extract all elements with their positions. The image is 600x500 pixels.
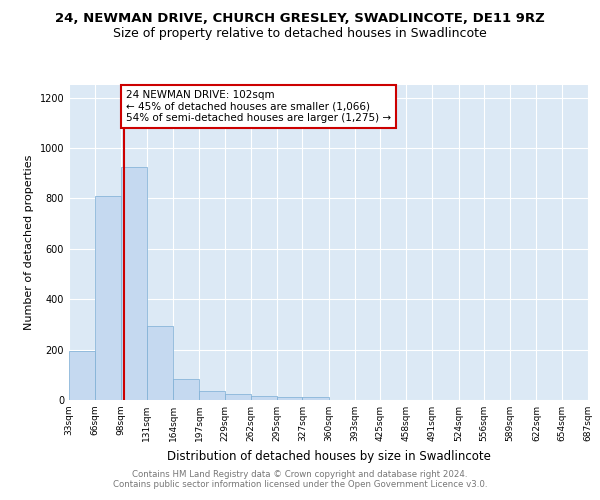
Bar	[95, 196, 121, 400]
Bar	[224, 394, 251, 400]
Text: Contains HM Land Registry data © Crown copyright and database right 2024.
Contai: Contains HM Land Registry data © Crown c…	[113, 470, 487, 489]
Bar	[147, 326, 173, 400]
Bar	[277, 397, 302, 400]
Bar	[251, 396, 277, 400]
Bar	[173, 380, 199, 400]
X-axis label: Distribution of detached houses by size in Swadlincote: Distribution of detached houses by size …	[167, 450, 490, 462]
Bar	[199, 390, 224, 400]
Bar	[69, 351, 95, 400]
Text: Size of property relative to detached houses in Swadlincote: Size of property relative to detached ho…	[113, 28, 487, 40]
Text: 24 NEWMAN DRIVE: 102sqm
← 45% of detached houses are smaller (1,066)
54% of semi: 24 NEWMAN DRIVE: 102sqm ← 45% of detache…	[126, 90, 391, 123]
Text: 24, NEWMAN DRIVE, CHURCH GRESLEY, SWADLINCOTE, DE11 9RZ: 24, NEWMAN DRIVE, CHURCH GRESLEY, SWADLI…	[55, 12, 545, 26]
Bar	[302, 398, 329, 400]
Bar	[121, 167, 147, 400]
Y-axis label: Number of detached properties: Number of detached properties	[24, 155, 34, 330]
